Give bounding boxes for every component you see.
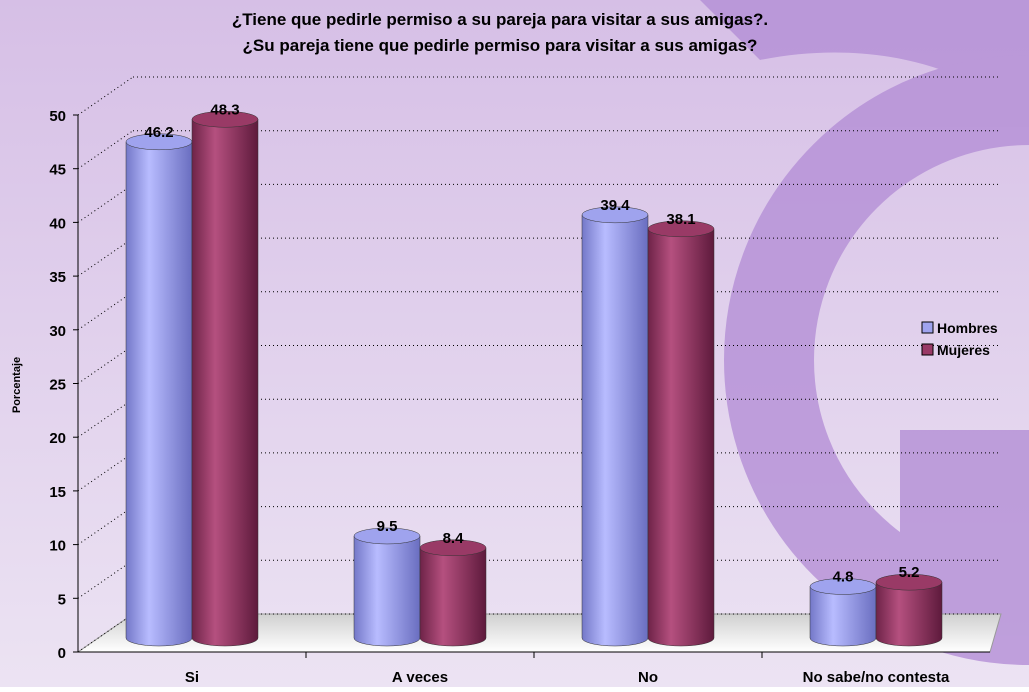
chart-subtitle: ¿Su pareja tiene que pedirle permiso par… xyxy=(243,36,758,55)
bar xyxy=(581,214,649,647)
bar-top xyxy=(875,573,943,591)
bar-top xyxy=(353,527,421,545)
x-tick-label: A veces xyxy=(392,669,448,686)
legend-swatch xyxy=(921,343,934,356)
legend-label: Hombres xyxy=(937,320,998,336)
bar-top xyxy=(419,539,487,557)
y-tick-label: 35 xyxy=(49,269,66,286)
x-tick-label: Si xyxy=(185,669,199,686)
y-tick-label: 40 xyxy=(49,215,66,232)
y-tick-label: 50 xyxy=(49,108,66,125)
value-label: 39.4 xyxy=(600,197,630,214)
y-tick-label: 0 xyxy=(58,645,66,662)
y-tick-label: 15 xyxy=(49,484,66,501)
bar xyxy=(647,228,715,647)
x-tick-label: No xyxy=(638,669,658,686)
bar-top xyxy=(581,206,649,224)
value-label: 46.2 xyxy=(144,124,173,141)
decoration xyxy=(700,0,1029,665)
value-label: 8.4 xyxy=(443,530,465,547)
bar xyxy=(419,547,487,647)
y-tick-label: 25 xyxy=(49,377,66,394)
value-label: 4.8 xyxy=(833,568,854,585)
y-tick-label: 5 xyxy=(58,591,66,608)
x-tick-label: No sabe/no contesta xyxy=(803,669,950,686)
bar xyxy=(809,586,877,647)
value-label: 9.5 xyxy=(377,518,398,535)
bar-top xyxy=(191,111,259,128)
value-label: 38.1 xyxy=(666,211,695,228)
value-label: 48.3 xyxy=(210,101,239,118)
chart-title: ¿Tiene que pedirle permiso a su pareja p… xyxy=(232,10,768,29)
y-axis-label: Porcentaje xyxy=(11,357,23,413)
y-tick-label: 30 xyxy=(49,323,66,340)
y-tick-label: 20 xyxy=(49,430,66,447)
value-label: 5.2 xyxy=(899,564,920,581)
legend-swatch xyxy=(921,321,934,334)
y-tick-label: 45 xyxy=(49,162,66,179)
bar xyxy=(353,535,421,647)
bar-top xyxy=(647,220,715,238)
bar xyxy=(125,141,193,647)
legend-label: Mujeres xyxy=(937,342,990,358)
bar xyxy=(875,581,943,647)
bar xyxy=(191,119,259,647)
y-tick-label: 10 xyxy=(49,538,66,555)
